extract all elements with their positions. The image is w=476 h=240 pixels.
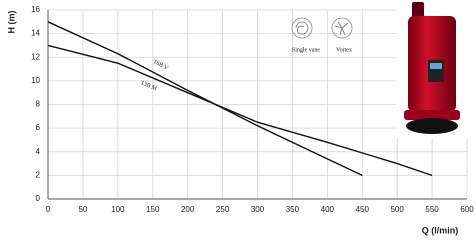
annotation: Single vane [292,47,320,53]
series-label: 13B M [140,80,158,92]
y-tick-label: 2 [36,170,41,179]
line [48,45,432,175]
x-tick-label: 450 [356,205,370,214]
y-tick-label: 12 [31,52,40,61]
x-tick-label: 600 [460,205,474,214]
impeller-icons: Single vane Vortex [292,18,352,53]
y-tick-label: 6 [36,123,41,132]
pump-image [396,0,472,138]
y-tick-label: 4 [36,147,41,156]
x-tick-label: 350 [286,205,300,214]
y-tick-label: 8 [36,100,41,109]
annotation: Vortex [336,47,352,53]
x-tick-label: 100 [111,205,125,214]
x-tick-label: 400 [321,205,335,214]
chart: 0 2 4 6 8 10 12 14 16 0 50 100 150 200 250 300 350 400 450… [0,0,476,240]
x-tick-label: 550 [425,205,439,214]
y-tick-label: 14 [31,29,40,38]
x-tick-label: 0 [46,205,51,214]
x-tick-label: 500 [390,205,404,214]
y-tick-label: 16 [31,5,40,14]
line [48,22,362,176]
y-tick-label: 0 [36,194,41,203]
x-tick-label: 50 [78,205,87,214]
series-label: 16B V [152,59,169,72]
x-axis-title: Q (l/min) [422,225,459,235]
x-tick-label: 300 [251,205,265,214]
y-axis-title: H (m) [6,11,16,34]
y-tick-label: 10 [31,76,40,85]
x-tick-label: 200 [181,205,195,214]
x-tick-label: 150 [146,205,160,214]
x-tick-label: 250 [216,205,230,214]
